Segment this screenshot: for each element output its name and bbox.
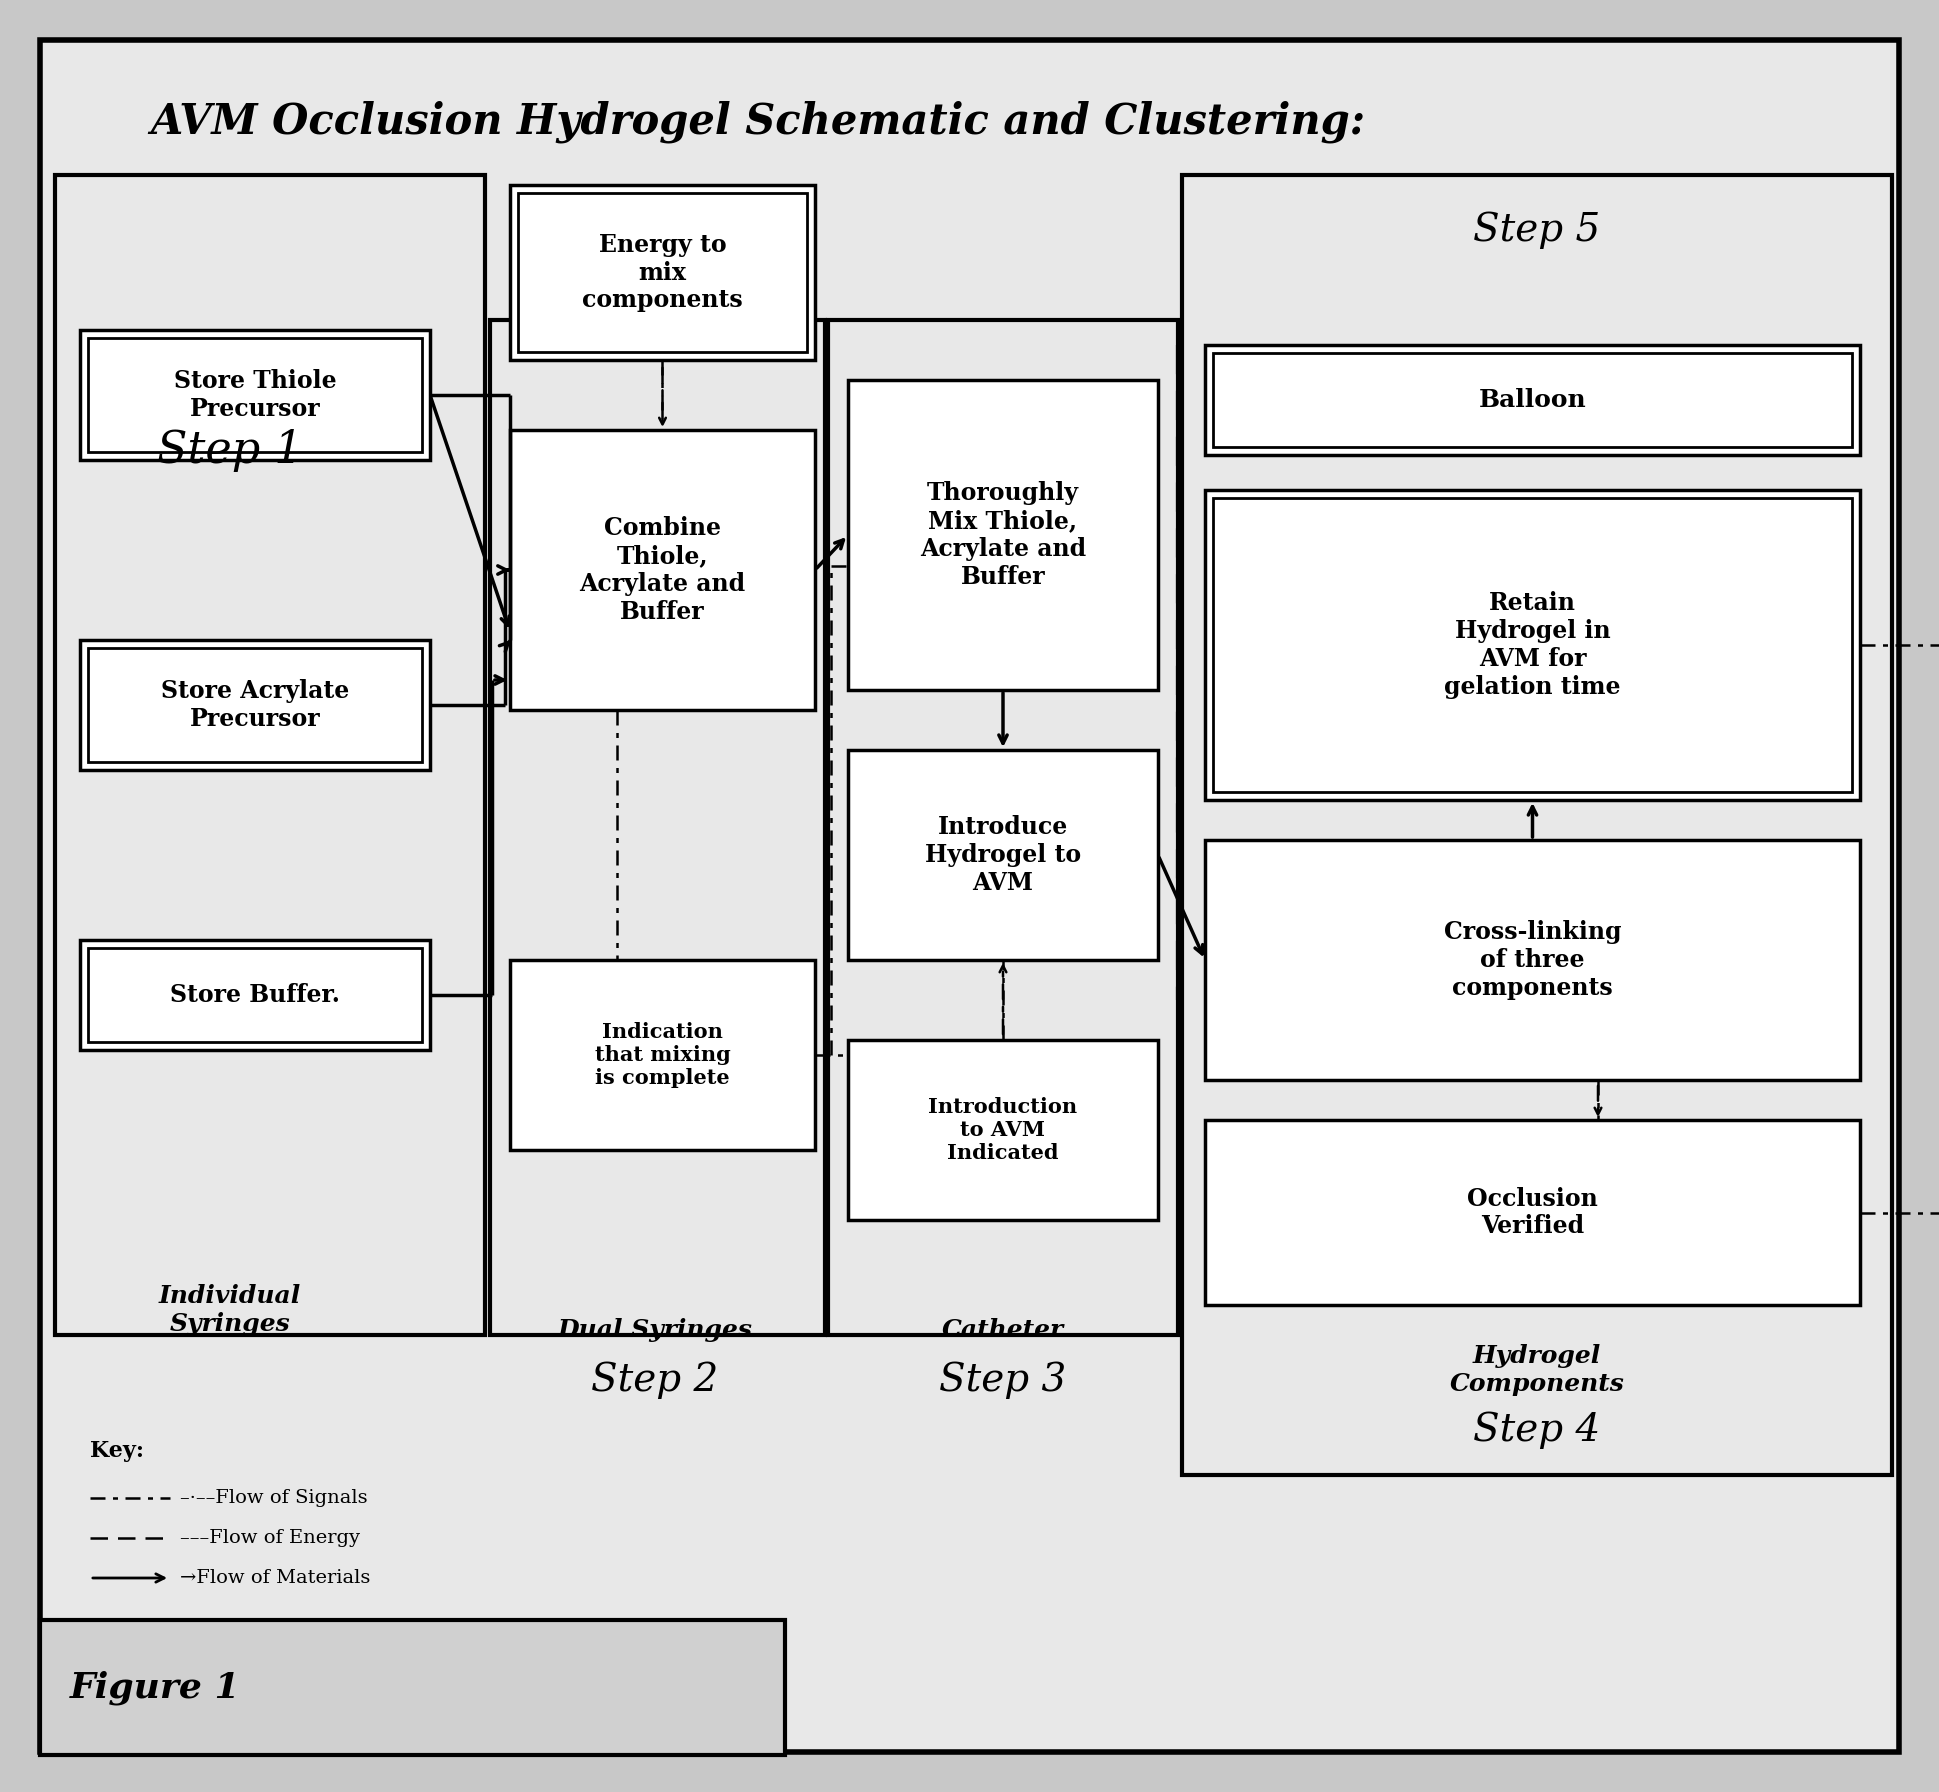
Text: Figure 1: Figure 1 [70, 1670, 240, 1704]
Bar [510, 430, 814, 710]
Text: –––Flow of Energy: –––Flow of Energy [180, 1529, 361, 1546]
Bar [1204, 1120, 1860, 1305]
Bar [510, 185, 814, 360]
Text: Step 1: Step 1 [157, 428, 302, 471]
Bar [510, 961, 814, 1150]
Bar [847, 380, 1158, 690]
Text: Key:: Key: [89, 1441, 143, 1462]
Bar [79, 640, 430, 771]
Text: Introduce
Hydrogel to
AVM: Introduce Hydrogel to AVM [925, 815, 1082, 894]
Text: Occlusion
Verified: Occlusion Verified [1468, 1186, 1598, 1238]
Bar [1214, 498, 1852, 792]
Bar [847, 1039, 1158, 1220]
Text: Store Buffer.: Store Buffer. [171, 984, 339, 1007]
Text: Hydrogel
Components: Hydrogel Components [1450, 1344, 1625, 1396]
Bar [1204, 489, 1860, 799]
Text: Step 5: Step 5 [1474, 211, 1600, 249]
Text: Store Thiole
Precursor: Store Thiole Precursor [175, 369, 335, 421]
Text: Thoroughly
Mix Thiole,
Acrylate and
Buffer: Thoroughly Mix Thiole, Acrylate and Buff… [919, 482, 1086, 590]
Text: Introduction
to AVM
Indicated: Introduction to AVM Indicated [929, 1097, 1078, 1163]
Text: Step 3: Step 3 [938, 1362, 1066, 1400]
Text: Energy to
mix
components: Energy to mix components [582, 233, 743, 312]
Bar [491, 321, 824, 1335]
Bar [518, 194, 807, 351]
Bar [41, 1620, 785, 1754]
Bar [87, 339, 423, 452]
Text: Step 2: Step 2 [591, 1362, 719, 1400]
Bar [828, 321, 1179, 1335]
Text: Retain
Hydrogel in
AVM for
gelation time: Retain Hydrogel in AVM for gelation time [1445, 591, 1621, 699]
Text: Balloon: Balloon [1479, 389, 1586, 412]
Bar [79, 941, 430, 1050]
Text: →Flow of Materials: →Flow of Materials [180, 1570, 370, 1588]
Bar [79, 330, 430, 461]
Bar [87, 649, 423, 762]
Text: Individual
Syringes: Individual Syringes [159, 1285, 301, 1335]
Bar [1204, 840, 1860, 1081]
Bar [1183, 176, 1892, 1475]
Bar [1214, 353, 1852, 446]
Text: Dual Syringes: Dual Syringes [558, 1317, 752, 1342]
Text: Catheter: Catheter [942, 1317, 1065, 1342]
Bar [1204, 346, 1860, 455]
Text: AVM Occlusion Hydrogel Schematic and Clustering:: AVM Occlusion Hydrogel Schematic and Clu… [149, 100, 1365, 143]
Text: –·––Flow of Signals: –·––Flow of Signals [180, 1489, 368, 1507]
Text: Indication
that mixing
is complete: Indication that mixing is complete [595, 1021, 731, 1088]
Text: Combine
Thiole,
Acrylate and
Buffer: Combine Thiole, Acrylate and Buffer [580, 516, 747, 624]
Bar [847, 751, 1158, 961]
Text: Step 4: Step 4 [1474, 1412, 1600, 1448]
Bar [87, 948, 423, 1041]
Text: Store Acrylate
Precursor: Store Acrylate Precursor [161, 679, 349, 731]
Bar [54, 176, 485, 1335]
Text: Cross-linking
of three
components: Cross-linking of three components [1445, 921, 1621, 1000]
